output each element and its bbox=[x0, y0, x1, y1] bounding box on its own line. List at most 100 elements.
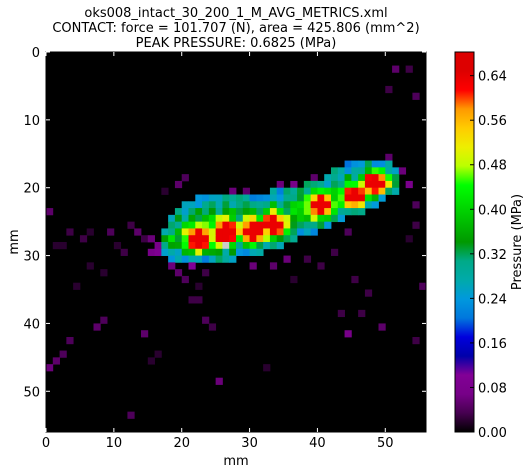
y-tick-label: 50 bbox=[23, 385, 40, 400]
heatmap-cell bbox=[236, 235, 244, 243]
heatmap-cell bbox=[269, 235, 278, 243]
heatmap-cell bbox=[405, 180, 413, 189]
x-tick-label: 30 bbox=[241, 436, 258, 451]
heatmap-cell bbox=[174, 242, 183, 250]
heatmap-cell bbox=[358, 160, 366, 168]
heatmap-cell bbox=[337, 180, 345, 189]
heatmap-cell bbox=[344, 160, 352, 168]
x-tick-label: 50 bbox=[377, 436, 394, 451]
heatmap-cell bbox=[222, 235, 230, 243]
heatmap-cell bbox=[236, 201, 244, 209]
heatmap-cell bbox=[208, 235, 217, 243]
heatmap-cell bbox=[385, 187, 393, 195]
heatmap-cell bbox=[324, 201, 332, 209]
heatmap-cell bbox=[276, 208, 284, 216]
heatmap-cell bbox=[324, 194, 332, 202]
heatmap-cell bbox=[263, 228, 271, 236]
heatmap-cell bbox=[256, 235, 264, 243]
heatmap-cell bbox=[344, 208, 352, 216]
x-tick-label: 40 bbox=[309, 436, 326, 451]
heatmap-cell bbox=[202, 228, 210, 236]
heatmap-cell bbox=[174, 269, 183, 277]
heatmap-cell bbox=[52, 242, 60, 250]
heatmap-cell bbox=[141, 235, 149, 243]
heatmap-cell bbox=[66, 337, 74, 345]
heatmap-cell bbox=[215, 194, 223, 202]
colorbar-tick-label: 0.40 bbox=[478, 203, 507, 218]
heatmap-cell bbox=[283, 194, 291, 202]
heatmap-cell bbox=[290, 214, 298, 223]
heatmap-cell bbox=[263, 201, 271, 209]
heatmap-cell bbox=[202, 201, 210, 209]
heatmap-cell bbox=[263, 221, 271, 229]
heatmap-cell bbox=[392, 187, 400, 195]
heatmap-cell bbox=[303, 201, 312, 209]
heatmap-cell bbox=[249, 214, 257, 223]
heatmap-cell bbox=[195, 282, 203, 290]
heatmap-cell bbox=[324, 187, 332, 195]
heatmap-cell bbox=[364, 289, 373, 297]
heatmap-cell bbox=[283, 201, 291, 209]
heatmap-cell bbox=[378, 160, 386, 168]
y-tick-label: 30 bbox=[23, 250, 40, 265]
heatmap-cell bbox=[188, 242, 196, 250]
heatmap-cell bbox=[303, 255, 312, 263]
heatmap-cell bbox=[147, 248, 155, 256]
heatmap-cell bbox=[310, 187, 318, 195]
heatmap-cell bbox=[276, 180, 284, 189]
heatmap-cell bbox=[256, 248, 264, 256]
heatmap-cell bbox=[208, 208, 217, 216]
heatmap-cell bbox=[208, 323, 217, 331]
heatmap-cell bbox=[222, 255, 230, 263]
heatmap-cell bbox=[222, 221, 230, 229]
heatmap-cell bbox=[73, 282, 81, 290]
heatmap-cell bbox=[202, 269, 210, 277]
heatmap-cell bbox=[351, 167, 359, 175]
heatmap-cell bbox=[236, 208, 244, 216]
heatmap-cell bbox=[208, 214, 217, 223]
heatmap-cell bbox=[331, 248, 339, 256]
heatmap-cell bbox=[195, 235, 203, 243]
heatmap-cell bbox=[222, 242, 230, 250]
heatmap-cell bbox=[168, 235, 176, 243]
heatmap-cell bbox=[269, 262, 278, 270]
heatmap-cell bbox=[344, 228, 352, 236]
heatmap-cell bbox=[181, 248, 189, 256]
heatmap-cell bbox=[181, 255, 189, 263]
heatmap-cell bbox=[256, 228, 264, 236]
heatmap-cell bbox=[208, 255, 217, 263]
heatmap-cell bbox=[174, 228, 183, 236]
heatmap-cell bbox=[385, 174, 393, 182]
heatmap-cell bbox=[215, 208, 223, 216]
chart-title-line-3: PEAK PRESSURE: 0.6825 (MPa) bbox=[135, 36, 337, 51]
y-tick-label: 40 bbox=[23, 317, 40, 332]
heatmap-cell bbox=[331, 187, 339, 195]
heatmap-cell bbox=[398, 167, 407, 175]
heatmap-cell bbox=[215, 201, 223, 209]
heatmap-cell bbox=[269, 228, 278, 236]
heatmap-cell bbox=[236, 194, 244, 202]
heatmap-cell bbox=[371, 160, 379, 168]
heatmap-cell bbox=[202, 242, 210, 250]
heatmap-cell bbox=[236, 214, 244, 223]
heatmap-cell bbox=[188, 221, 196, 229]
heatmap-cell bbox=[195, 296, 203, 304]
heatmap-cell bbox=[59, 350, 67, 358]
heatmap-cell bbox=[331, 208, 339, 216]
heatmap-cell bbox=[269, 187, 278, 195]
chart-title-line-1: oks008_intact_30_200_1_M_AVG_METRICS.xml bbox=[84, 6, 388, 21]
heatmap-cell bbox=[161, 187, 169, 195]
heatmap-cell bbox=[276, 235, 284, 243]
heatmap-cell bbox=[215, 255, 223, 263]
heatmap-cell bbox=[378, 167, 386, 175]
heatmap-cell bbox=[168, 228, 176, 236]
heatmap-cell bbox=[229, 235, 237, 243]
heatmap-cell bbox=[392, 65, 400, 73]
heatmap-cell bbox=[364, 160, 373, 168]
heatmap-cell bbox=[154, 350, 162, 358]
heatmap-cell bbox=[147, 235, 155, 243]
heatmap-cell bbox=[256, 201, 264, 209]
heatmap-cell bbox=[337, 187, 345, 195]
heatmap-cell bbox=[351, 174, 359, 182]
heatmap-cell bbox=[269, 201, 278, 209]
